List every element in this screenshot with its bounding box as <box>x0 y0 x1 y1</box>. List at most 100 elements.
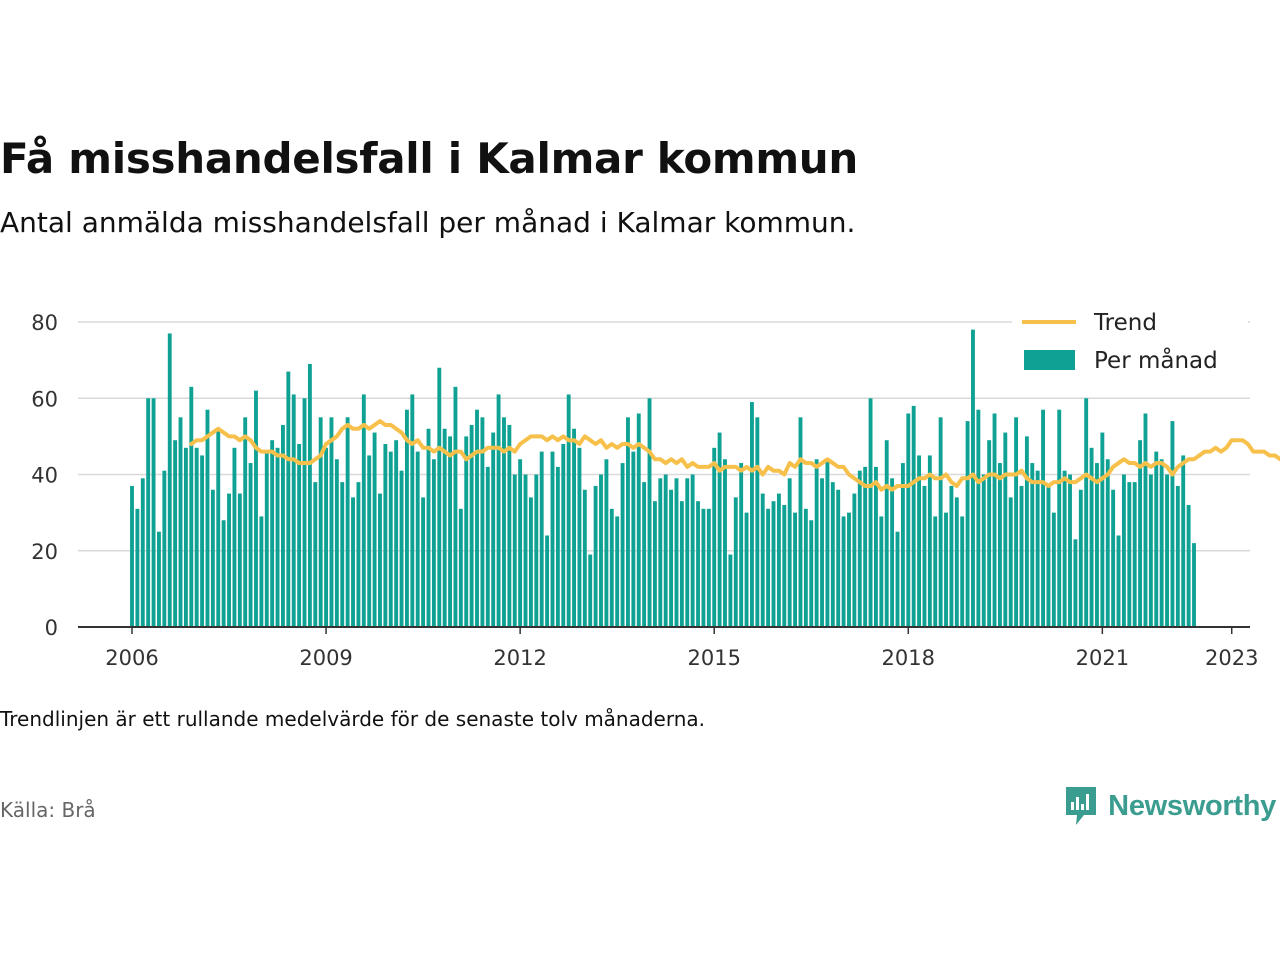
brand-name[interactable]: Newsworthy <box>1108 789 1276 822</box>
bar <box>696 501 700 627</box>
bar <box>739 463 744 627</box>
bar <box>717 432 722 627</box>
bar <box>210 489 215 627</box>
bar <box>652 501 657 627</box>
bar <box>485 466 490 628</box>
bar <box>900 463 905 627</box>
source-credit: Källa: Brå <box>0 798 96 822</box>
bar <box>518 459 523 627</box>
bar <box>663 474 668 627</box>
bar <box>723 459 727 627</box>
bar <box>679 501 684 627</box>
bar <box>367 455 372 627</box>
bar <box>626 417 630 627</box>
bar <box>793 512 798 628</box>
bar <box>787 478 792 627</box>
bar <box>383 444 388 627</box>
bar <box>960 516 965 627</box>
bar <box>496 394 501 627</box>
bar <box>151 398 156 627</box>
bar <box>712 447 717 627</box>
bar <box>194 447 199 627</box>
bar <box>1181 455 1186 627</box>
bar <box>701 508 706 627</box>
bar <box>1192 543 1196 628</box>
legend-bar-swatch <box>1024 350 1075 370</box>
legend-bar-label: Per månad <box>1094 346 1218 374</box>
y-tick-label: 20 <box>31 540 58 564</box>
bar <box>1143 413 1148 627</box>
bar <box>830 482 835 628</box>
newsworthy-brand[interactable]: Newsworthy <box>1064 784 1276 828</box>
bar <box>997 463 1002 627</box>
bar <box>550 451 555 628</box>
bar <box>944 512 948 628</box>
bar <box>254 390 258 628</box>
bar <box>464 436 469 628</box>
bar <box>857 470 862 627</box>
bar <box>302 398 307 627</box>
bar <box>1111 489 1116 627</box>
bar <box>227 493 231 627</box>
bar <box>1068 474 1072 627</box>
bar <box>297 444 302 627</box>
y-axis-tick-labels: 0 20 40 60 80 <box>31 311 58 640</box>
newsworthy-logo-icon <box>1066 787 1097 825</box>
bar <box>216 428 221 627</box>
bar <box>1019 485 1024 627</box>
legend: Trend Per månad <box>1012 300 1248 380</box>
bar <box>917 455 922 627</box>
bar <box>1100 432 1105 627</box>
bar <box>593 485 598 627</box>
bar <box>237 493 242 627</box>
bar <box>1121 474 1126 627</box>
bar <box>609 508 614 627</box>
bar <box>760 493 765 627</box>
bar <box>329 417 334 627</box>
bar <box>178 417 183 627</box>
bar <box>1041 409 1045 627</box>
chart-subtitle: Antal anmälda misshandelsfall per månad … <box>0 206 856 239</box>
bar <box>965 421 970 628</box>
bar <box>512 474 517 627</box>
bar <box>361 394 366 627</box>
bar <box>604 459 609 627</box>
bar <box>140 478 145 627</box>
bar <box>421 497 426 628</box>
bar <box>1014 417 1019 627</box>
x-tick-label: 2009 <box>299 646 352 670</box>
bar <box>674 478 679 627</box>
bar <box>836 489 841 627</box>
bar <box>205 409 210 627</box>
bar <box>690 474 695 627</box>
bar <box>847 512 851 628</box>
bar <box>410 394 415 627</box>
x-tick-label: 2015 <box>687 646 740 670</box>
bar <box>291 394 296 627</box>
bar <box>938 417 943 627</box>
bar <box>1046 485 1051 627</box>
bar <box>766 508 771 627</box>
bar <box>415 451 420 628</box>
bar <box>776 493 781 627</box>
bar <box>340 482 345 628</box>
bar <box>1186 505 1191 627</box>
bar <box>566 394 571 627</box>
chart-footnote: Trendlinjen är ett rullande medelvärde f… <box>0 707 706 731</box>
bar <box>1165 474 1169 627</box>
bar <box>744 512 749 628</box>
bar <box>469 424 474 627</box>
legend-trend-label: Trend <box>1093 310 1157 336</box>
bar <box>733 497 738 628</box>
bar <box>1057 409 1062 627</box>
bar <box>771 501 776 627</box>
bar <box>1175 485 1180 627</box>
bar <box>599 474 603 627</box>
chart: 0 20 40 60 80 2006 2009 2012 2015 2018 2021 2023 T… <box>31 300 1280 670</box>
bar <box>502 417 506 627</box>
bar <box>259 516 264 627</box>
bar <box>442 428 447 627</box>
bar <box>334 459 339 627</box>
bar <box>1138 440 1143 627</box>
bar <box>782 505 787 627</box>
